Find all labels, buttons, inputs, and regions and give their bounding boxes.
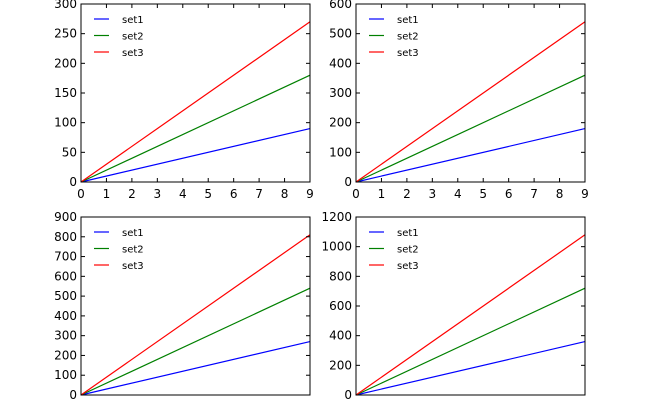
x-tick-label: 3 bbox=[429, 187, 437, 201]
series-line-set1 bbox=[80, 341, 311, 396]
x-tick-label: 5 bbox=[204, 187, 212, 201]
series-line-set2 bbox=[355, 74, 586, 183]
y-tick-label: 500 bbox=[329, 27, 352, 41]
y-tick-label: 50 bbox=[62, 145, 77, 159]
legend: set1 set2 set3 bbox=[369, 15, 419, 59]
y-tick-label: 600 bbox=[54, 269, 77, 283]
x-tick-label: 7 bbox=[530, 187, 538, 201]
legend: set1 set2 set3 bbox=[369, 228, 419, 272]
legend-label: set1 bbox=[122, 15, 144, 26]
subplot-3: 0 100 200 300 400 500 600 700 800 900 set1 set2 set3 bbox=[54, 210, 311, 400]
y-tick-label: 100 bbox=[54, 116, 77, 130]
y-tick-label: 400 bbox=[54, 309, 77, 323]
y-tick-label: 200 bbox=[54, 348, 77, 362]
y-tick-label: 700 bbox=[54, 250, 77, 264]
x-tick-label: 0 bbox=[77, 187, 85, 201]
x-tick-label: 1 bbox=[103, 187, 111, 201]
series-line-set3 bbox=[80, 234, 311, 396]
legend-label: set2 bbox=[397, 245, 419, 256]
legend-label: set1 bbox=[397, 15, 419, 26]
y-tick-label: 400 bbox=[329, 56, 352, 70]
legend: set1 set2 set3 bbox=[94, 228, 144, 272]
y-tick-label: 600 bbox=[329, 0, 352, 11]
y-tick-label: 1200 bbox=[321, 210, 352, 224]
axes-frame bbox=[80, 216, 311, 396]
y-tick-label: 600 bbox=[329, 299, 352, 313]
subplot-1: 0 50 100 150 200 250 300 0 1 2 3 4 5 6 7 8 9 set1 set2 set3 bbox=[54, 0, 314, 201]
series-line-set1 bbox=[355, 128, 586, 183]
series-line-set3 bbox=[355, 21, 586, 183]
x-tick-label: 5 bbox=[479, 187, 487, 201]
legend-label: set3 bbox=[397, 48, 419, 59]
y-tick-label: 200 bbox=[54, 56, 77, 70]
y-tick-label: 250 bbox=[54, 27, 77, 41]
y-tick-label: 0 bbox=[344, 175, 352, 189]
x-tick-label: 2 bbox=[128, 187, 136, 201]
x-tick-label: 0 bbox=[352, 187, 360, 201]
y-tick-label: 800 bbox=[329, 269, 352, 283]
x-tick-label: 9 bbox=[306, 187, 314, 201]
y-tick-label: 1000 bbox=[321, 240, 352, 254]
x-tick-label: 1 bbox=[378, 187, 386, 201]
y-tick-label: 300 bbox=[54, 329, 77, 343]
legend-label: set1 bbox=[397, 228, 419, 239]
x-tick-label: 9 bbox=[581, 187, 589, 201]
legend-label: set2 bbox=[122, 245, 144, 256]
x-tick-label: 8 bbox=[556, 187, 564, 201]
axes-frame bbox=[355, 216, 586, 396]
y-tick-label: 400 bbox=[329, 329, 352, 343]
x-tick-label: 3 bbox=[154, 187, 162, 201]
series-line-set3 bbox=[80, 21, 311, 183]
series-line-set1 bbox=[355, 341, 586, 396]
y-tick-label: 0 bbox=[69, 175, 77, 189]
y-tick-label: 100 bbox=[329, 145, 352, 159]
y-tick-label: 300 bbox=[54, 0, 77, 11]
x-tick-label: 2 bbox=[403, 187, 411, 201]
series-line-set2 bbox=[355, 287, 586, 396]
axes-frame bbox=[355, 3, 586, 183]
y-tick-label: 500 bbox=[54, 289, 77, 303]
legend-label: set2 bbox=[397, 32, 419, 43]
series-line-set2 bbox=[80, 287, 311, 396]
y-tick-label: 800 bbox=[54, 230, 77, 244]
legend: set1 set2 set3 bbox=[94, 15, 144, 59]
subplot-4: 0 200 400 600 800 1000 1200 set1 set2 set3 bbox=[321, 210, 586, 400]
series-line-set2 bbox=[80, 74, 311, 183]
y-tick-label: 0 bbox=[344, 388, 352, 400]
y-tick-label: 150 bbox=[54, 86, 77, 100]
series-line-set1 bbox=[80, 128, 311, 183]
y-tick-label: 200 bbox=[329, 116, 352, 130]
legend-label: set3 bbox=[122, 48, 144, 59]
y-tick-label: 200 bbox=[329, 358, 352, 372]
x-tick-label: 8 bbox=[281, 187, 289, 201]
legend-label: set1 bbox=[122, 228, 144, 239]
x-tick-label: 7 bbox=[255, 187, 263, 201]
x-tick-label: 6 bbox=[505, 187, 513, 201]
x-tick-label: 4 bbox=[179, 187, 187, 201]
y-tick-label: 100 bbox=[54, 368, 77, 382]
y-tick-label: 0 bbox=[69, 388, 77, 400]
y-tick-label: 900 bbox=[54, 210, 77, 224]
axes-frame bbox=[80, 3, 311, 183]
x-tick-label: 4 bbox=[454, 187, 462, 201]
series-line-set3 bbox=[355, 234, 586, 396]
legend-label: set2 bbox=[122, 32, 144, 43]
y-tick-label: 300 bbox=[329, 86, 352, 100]
legend-label: set3 bbox=[397, 261, 419, 272]
legend-label: set3 bbox=[122, 261, 144, 272]
x-tick-label: 6 bbox=[230, 187, 238, 201]
